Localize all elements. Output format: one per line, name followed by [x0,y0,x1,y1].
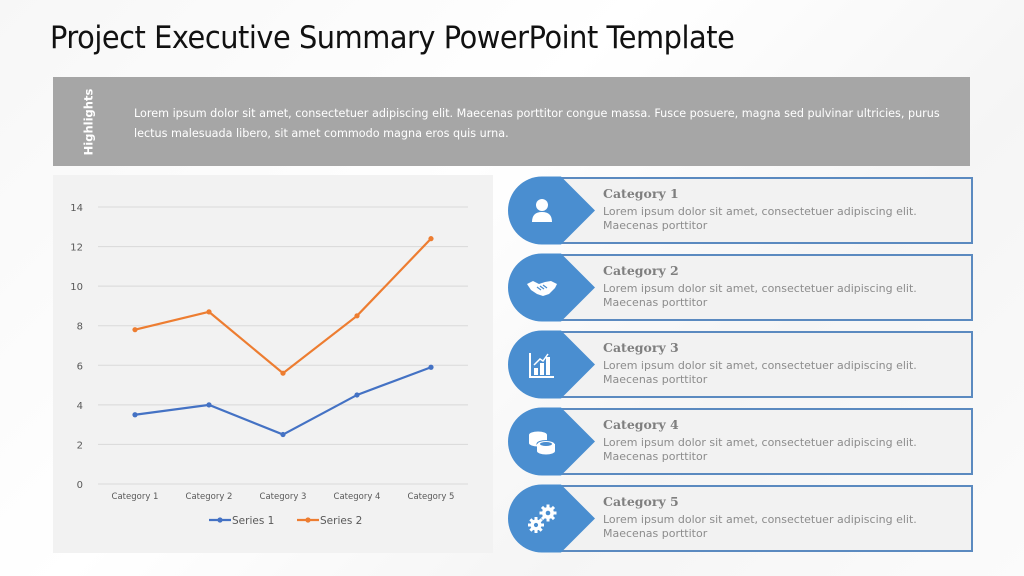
line-chart-svg: 0 2 4 6 8 10 12 14 Category 1 Category 2 Category … [70,203,468,527]
y-tick-label: 6 [77,361,83,372]
card-desc: Lorem ipsum dolor sit amet, consectetuer… [603,513,917,540]
highlights-banner: Highlights Lorem ipsum dolor sit amet, c… [53,77,970,166]
card-desc: Lorem ipsum dolor sit amet, consectetuer… [603,282,917,309]
data-point [354,392,360,398]
series-line [134,366,432,436]
data-point [280,431,286,438]
highlights-label-wrap: Highlights [53,77,123,166]
x-tick-label: Category 4 [334,492,381,502]
card-box [549,331,973,398]
data-point [206,402,212,408]
legend-label: Series 2 [320,515,362,527]
y-tick-label: 2 [77,440,83,451]
card-box [549,254,973,321]
highlights-text: Lorem ipsum dolor sit amet, consectetuer… [134,107,940,140]
data-point [428,364,434,370]
x-tick-label: Category 2 [186,492,233,502]
card-title: Category 3 [603,340,679,355]
x-tick-label: Category 1 [112,492,159,502]
card-title: Category 1 [603,186,679,201]
slide-title: Project Executive Summary PowerPoint Tem… [50,20,735,56]
category-card-2: Category 2 Lorem ipsum dolor sit amet, c… [505,253,973,322]
x-tick-label: Category 3 [260,492,307,502]
legend-label: Series 1 [232,515,274,527]
card-title: Category 5 [603,494,679,509]
highlights-label: Highlights [80,88,95,155]
y-tick-label: 12 [70,243,83,254]
teardrop-badge [508,176,595,245]
category-card-1: Category 1 Lorem ipsum dolor sit amet, c… [505,176,973,245]
bar-chart-icon [529,353,554,378]
category-card-3: Category 3 Lorem ipsum dolor sit amet, c… [505,330,973,399]
card-title: Category 2 [603,263,679,278]
line-chart: 0 2 4 6 8 10 12 14 Category 1 Category 2 Category … [53,175,493,553]
coins-icon [529,431,556,455]
card-title: Category 4 [603,417,679,432]
gears-icon [528,504,557,533]
y-tick-label: 10 [70,282,83,293]
data-point [428,236,434,242]
data-point [206,309,212,315]
data-point [280,370,286,376]
y-tick-label: 14 [70,203,83,214]
category-card-5: Category 5 Lorem ipsum dolor sit amet, c… [505,484,973,553]
person-icon [532,199,552,222]
card-desc: Lorem ipsum dolor sit amet, consectetuer… [603,359,917,386]
card-desc: Lorem ipsum dolor sit amet, consectetuer… [603,436,917,463]
card-box [549,177,973,244]
card-desc: Lorem ipsum dolor sit amet, consectetuer… [603,205,917,232]
card-box [549,408,973,475]
legend-marker [305,517,311,523]
category-card-4: Category 4 Lorem ipsum dolor sit amet, c… [505,407,973,476]
teardrop-badge [508,330,595,399]
y-tick-label: 4 [77,401,83,412]
legend-marker [217,517,223,523]
data-point [132,412,138,418]
x-tick-label: Category 5 [408,492,455,502]
y-tick-label: 0 [77,480,83,491]
series-line [134,237,432,375]
data-point [354,313,360,319]
data-point [132,327,138,333]
card-box [549,485,973,552]
y-tick-label: 8 [77,322,83,333]
handshake-icon [527,281,557,296]
